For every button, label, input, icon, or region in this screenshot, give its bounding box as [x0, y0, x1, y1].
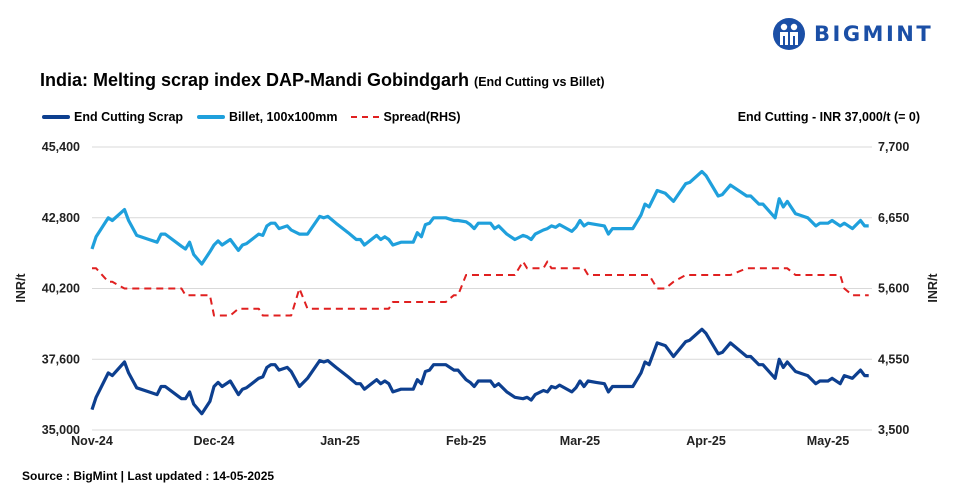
legend-label-billet: Billet, 100x100mm [229, 110, 338, 124]
y-tick-label-right: 6,650 [878, 211, 909, 225]
chart-title-main: India: Melting scrap index DAP-Mandi Gob… [40, 70, 470, 90]
y-tick-label-right: 7,700 [878, 140, 909, 154]
y-tick-label-right: 5,600 [878, 282, 909, 296]
baseline-note: End Cutting - INR 37,000/t (= 0) [737, 110, 920, 124]
bigmint-logo-icon [773, 18, 805, 50]
legend-swatch-spread [351, 116, 380, 118]
legend-swatch-scrap [42, 115, 70, 119]
y-axis-label-left: INR/t [14, 273, 28, 303]
x-tick-label: Mar-25 [560, 434, 600, 448]
x-tick-label: Feb-25 [446, 434, 486, 448]
y-tick-label-left: 45,400 [42, 140, 80, 154]
legend-item-spread: Spread(RHS) [351, 110, 461, 124]
chart-title: India: Melting scrap index DAP-Mandi Gob… [40, 70, 605, 91]
x-tick-label: Apr-25 [686, 434, 726, 448]
x-tick-label: Dec-24 [193, 434, 234, 448]
legend-item-scrap: End Cutting Scrap [42, 110, 183, 124]
chart-subtitle: (End Cutting vs Billet) [474, 75, 605, 89]
legend-item-billet: Billet, 100x100mm [197, 110, 337, 124]
y-tick-label-right: 4,550 [878, 352, 909, 366]
y-tick-label-left: 35,000 [42, 423, 80, 437]
bigmint-logo: BIGMINT [772, 17, 933, 51]
x-tick-label: Jan-25 [320, 434, 360, 448]
source-note: Source : BigMint | Last updated : 14-05-… [22, 469, 275, 483]
legend-label-spread: Spread(RHS) [383, 110, 461, 124]
y-tick-label-left: 37,600 [42, 352, 80, 366]
y-axis-label-right: INR/t [926, 273, 940, 303]
legend-label-scrap: End Cutting Scrap [74, 110, 184, 124]
x-tick-label: Nov-24 [71, 434, 113, 448]
y-tick-label-right: 3,500 [878, 423, 909, 437]
y-tick-label-left: 42,800 [42, 211, 80, 225]
legend: End Cutting Scrap Billet, 100x100mm Spre… [42, 110, 475, 124]
y-tick-label-left: 40,200 [42, 282, 80, 296]
x-tick-label: May-25 [807, 434, 849, 448]
legend-swatch-billet [197, 115, 226, 119]
series-line-scrap [90, 327, 869, 416]
brand-name: BIGMINT [814, 22, 934, 46]
